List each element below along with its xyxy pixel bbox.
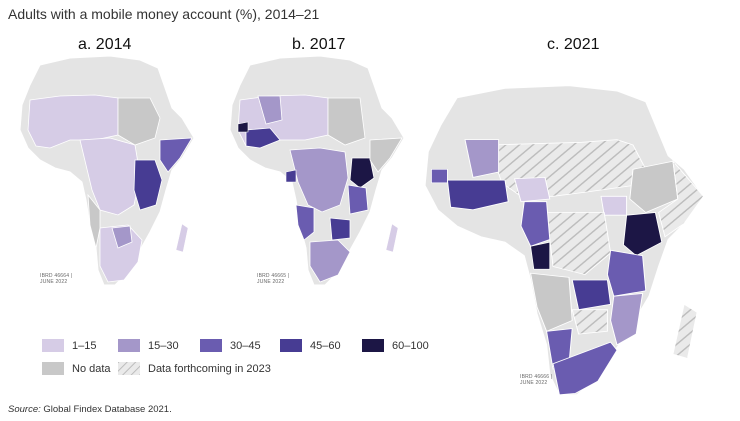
legend-item-15-30: 15–30 [118, 339, 179, 352]
figure-title: Adults with a mobile money account (%), … [8, 6, 320, 22]
legend-label: 45–60 [310, 339, 341, 352]
legend-item-no-data: No data [42, 362, 111, 375]
legend-item-1-15: 1–15 [42, 339, 96, 352]
legend: 1–15 15–30 30–45 45–60 60–100 No data Da… [42, 339, 462, 379]
ibrd-label-2021: IBRD 46666 | JUNE 2022 [520, 374, 552, 386]
panel-title-2017: b. 2017 [292, 36, 346, 53]
ibrd-label-2017: IBRD 46665 | JUNE 2022 [257, 273, 289, 285]
ibrd-date: JUNE 2022 [40, 279, 68, 285]
legend-label: Data forthcoming in 2023 [148, 362, 271, 375]
ibrd-date: JUNE 2022 [257, 279, 285, 285]
legend-item-forthcoming: Data forthcoming in 2023 [118, 362, 271, 375]
legend-swatch-hatched [118, 362, 140, 375]
legend-swatch [280, 339, 302, 352]
legend-label: No data [72, 362, 111, 375]
legend-item-60-100: 60–100 [362, 339, 429, 352]
legend-swatch [118, 339, 140, 352]
source-note: Source: Global Findex Database 2021. [8, 404, 172, 415]
ibrd-number: IBRD 46666 | [520, 374, 553, 380]
panel-title-2021: c. 2021 [547, 36, 600, 53]
source-text: Global Findex Database 2021. [40, 404, 172, 415]
legend-label: 30–45 [230, 339, 261, 352]
ibrd-number: IBRD 46664 | [40, 273, 73, 279]
map-2021 [424, 84, 705, 396]
legend-label: 1–15 [72, 339, 97, 352]
legend-label: 15–30 [148, 339, 179, 352]
panel-title-2014: a. 2014 [78, 36, 132, 53]
legend-swatch [200, 339, 222, 352]
ibrd-date: JUNE 2022 [520, 380, 548, 386]
legend-swatch [42, 362, 64, 375]
ibrd-number: IBRD 46665 | [257, 273, 290, 279]
map-2017 [229, 55, 405, 286]
map-2014 [19, 55, 195, 286]
legend-swatch [362, 339, 384, 352]
source-label: Source: [8, 404, 41, 415]
legend-item-30-45: 30–45 [200, 339, 261, 352]
ibrd-label-2014: IBRD 46664 | JUNE 2022 [40, 273, 72, 285]
legend-label: 60–100 [392, 339, 429, 352]
legend-swatch [42, 339, 64, 352]
legend-item-45-60: 45–60 [280, 339, 341, 352]
